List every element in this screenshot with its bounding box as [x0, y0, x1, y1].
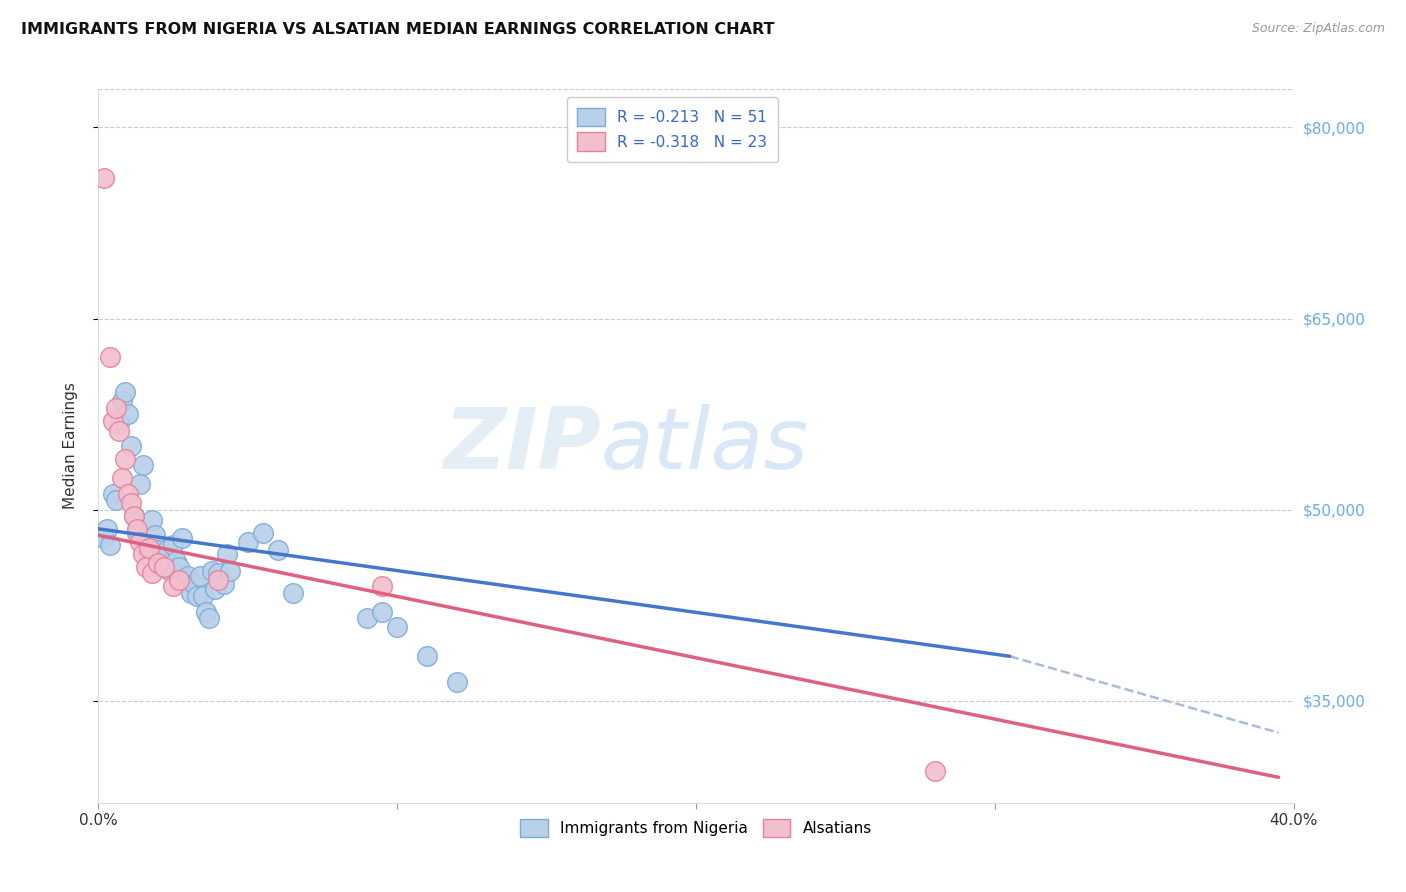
Point — [141, 566, 163, 581]
Point — [150, 560, 173, 574]
Point — [356, 611, 378, 625]
Point — [180, 585, 202, 599]
Point — [98, 350, 122, 364]
Point — [204, 582, 226, 596]
Point — [198, 611, 221, 625]
Text: atlas: atlas — [600, 404, 808, 488]
Point — [212, 576, 235, 591]
Text: Source: ZipAtlas.com: Source: ZipAtlas.com — [1251, 22, 1385, 36]
Text: IMMIGRANTS FROM NIGERIA VS ALSATIAN MEDIAN EARNINGS CORRELATION CHART: IMMIGRANTS FROM NIGERIA VS ALSATIAN MEDI… — [21, 22, 775, 37]
Point — [98, 538, 122, 552]
Point — [162, 579, 184, 593]
Point — [252, 525, 274, 540]
Y-axis label: Median Earnings: Median Earnings — [63, 383, 77, 509]
Point — [201, 564, 224, 578]
Point — [371, 579, 394, 593]
Point — [156, 543, 179, 558]
Point — [108, 424, 131, 438]
Point — [141, 513, 163, 527]
Point — [188, 569, 211, 583]
Point — [103, 487, 125, 501]
Point — [117, 487, 139, 501]
Point — [117, 407, 139, 421]
Point — [127, 525, 149, 540]
Legend: Immigrants from Nigeria, Alsatians: Immigrants from Nigeria, Alsatians — [512, 811, 880, 845]
Point — [165, 554, 187, 568]
Point — [195, 605, 218, 619]
Point — [132, 458, 155, 472]
Point — [191, 590, 214, 604]
Point — [215, 547, 238, 561]
Point — [371, 605, 394, 619]
Point — [153, 551, 176, 566]
Point — [138, 541, 160, 555]
Point — [114, 385, 136, 400]
Point — [129, 477, 152, 491]
Point — [93, 531, 115, 545]
Point — [124, 509, 146, 524]
Point — [111, 471, 134, 485]
Point — [135, 541, 157, 555]
Point — [93, 171, 115, 186]
Point — [108, 416, 131, 430]
Point — [385, 620, 409, 634]
Point — [138, 547, 160, 561]
Point — [416, 649, 439, 664]
Point — [172, 531, 194, 545]
Point — [207, 573, 229, 587]
Point — [132, 547, 155, 561]
Point — [103, 413, 125, 427]
Point — [96, 522, 118, 536]
Point — [267, 543, 290, 558]
Point — [174, 573, 197, 587]
Point — [111, 394, 134, 409]
Point — [153, 560, 176, 574]
Point — [446, 674, 468, 689]
Point — [127, 522, 149, 536]
Point — [219, 564, 242, 578]
Point — [105, 401, 128, 415]
Point — [105, 492, 128, 507]
Point — [177, 569, 200, 583]
Point — [114, 451, 136, 466]
Point — [148, 543, 170, 558]
Point — [167, 573, 190, 587]
Point — [120, 496, 142, 510]
Point — [281, 585, 304, 599]
Point — [120, 439, 142, 453]
Point — [236, 534, 259, 549]
Point — [124, 509, 146, 524]
Text: ZIP: ZIP — [443, 404, 600, 488]
Point — [143, 528, 166, 542]
Point — [186, 590, 208, 604]
Point — [129, 534, 152, 549]
Point — [924, 764, 946, 778]
Point — [159, 564, 181, 578]
Point — [135, 560, 157, 574]
Point — [162, 538, 184, 552]
Point — [167, 560, 190, 574]
Point — [148, 556, 170, 570]
Point — [207, 566, 229, 581]
Point — [183, 576, 205, 591]
